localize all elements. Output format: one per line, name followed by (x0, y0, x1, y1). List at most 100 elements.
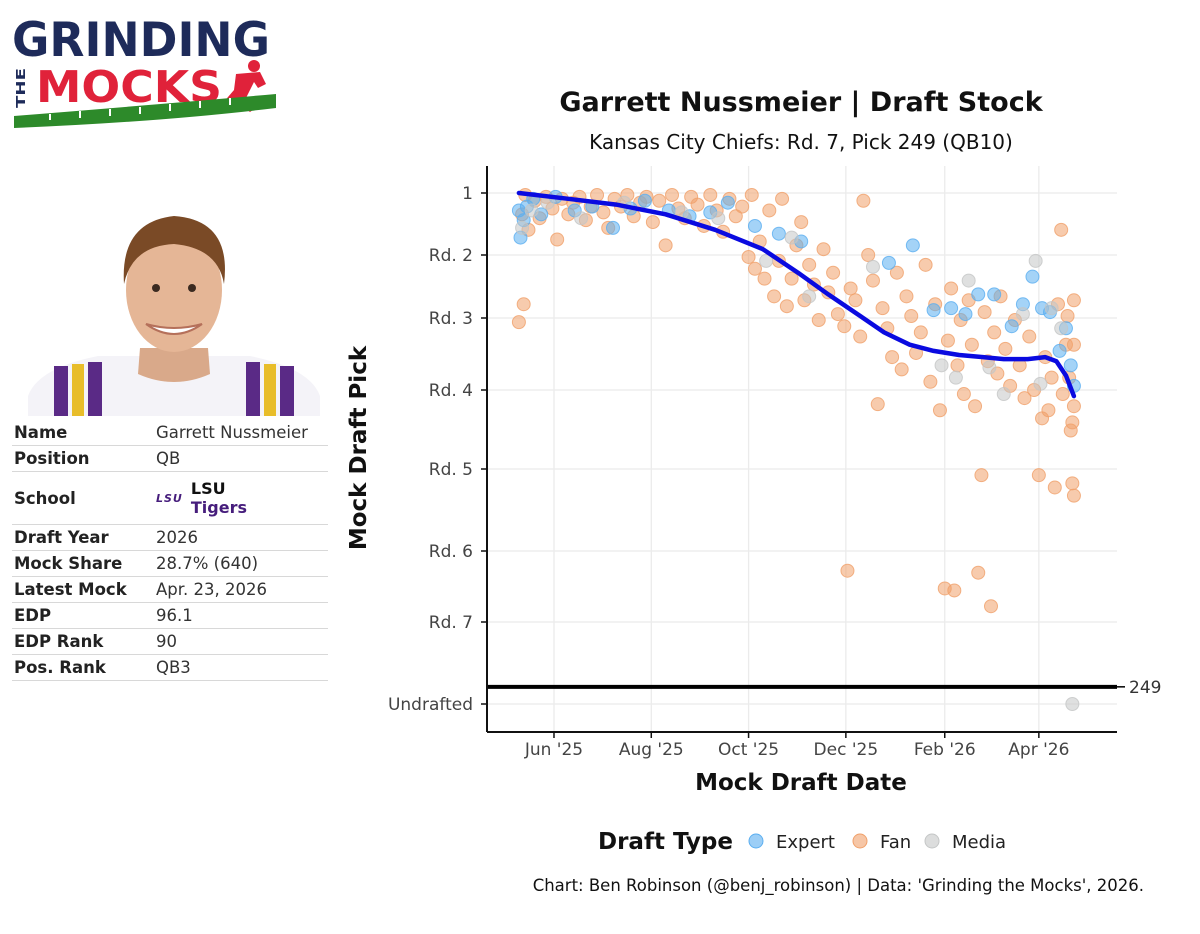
fan-point (596, 205, 611, 220)
legend-label-fan: Fan (880, 832, 911, 853)
legend: Draft Type Expert Fan Media (598, 829, 1006, 855)
fan-point (984, 599, 998, 614)
fan-point (940, 333, 955, 348)
grinding-the-mocks-logo: GRINDING THE MOCKS (12, 13, 276, 128)
media-point (1033, 376, 1048, 391)
fan-point (690, 197, 705, 212)
fan-point (550, 232, 565, 247)
player-info-table: Name Garrett Nussmeier Position QB School LSU… (12, 420, 328, 681)
info-key: EDP Rank (12, 628, 154, 655)
chart-caption: Chart: Ben Robinson (@benj_robinson) | D… (532, 876, 1144, 895)
fan-point (794, 215, 809, 230)
fan-point (837, 319, 852, 334)
fan-point (968, 399, 983, 414)
fan-point (840, 563, 855, 578)
expert-point (771, 226, 786, 241)
fan-point (802, 257, 817, 272)
fan-point (889, 265, 904, 280)
legend-swatch-media (924, 833, 940, 849)
legend-label-media: Media (952, 832, 1006, 853)
legend-swatch-expert (748, 833, 764, 849)
info-value: Garrett Nussmeier (154, 420, 328, 446)
y-tick-labels: 1 Rd. 2 Rd. 3 Rd. 4 Rd. 5 Rd. 6 Rd. 7 Undrafted (388, 184, 487, 715)
media-point (515, 220, 530, 235)
y-tick-label: Rd. 5 (429, 460, 473, 480)
media-point (948, 370, 963, 385)
x-tick-label: Feb '26 (914, 740, 976, 760)
info-value: QB3 (154, 654, 328, 681)
trend-line (516, 190, 1077, 399)
logo-text-the: THE (14, 68, 28, 108)
fan-point (932, 403, 947, 418)
chart-gridlines (487, 166, 1117, 732)
fan-point (757, 271, 772, 286)
media-point (784, 230, 799, 245)
media-point (1054, 321, 1069, 336)
fan-point (870, 397, 885, 412)
media-point (759, 253, 774, 268)
chart-axes (486, 166, 1117, 733)
fan-points (511, 187, 1081, 614)
fan-point (1066, 337, 1081, 352)
player-photo (28, 216, 320, 416)
y-tick-label: Rd. 2 (429, 246, 473, 266)
media-point (1028, 253, 1043, 268)
expert-point (1063, 358, 1078, 373)
info-row: Pos. Rank QB3 (12, 654, 328, 681)
fan-point (1065, 415, 1080, 430)
fan-point (762, 203, 777, 218)
school-logo: LSU LSU Tigers (156, 479, 326, 517)
y-tick-label: 1 (462, 184, 473, 204)
fan-point (998, 341, 1013, 356)
chart-subtitle: Kansas City Chiefs: Rd. 7, Pick 249 (QB1… (589, 130, 1013, 154)
fan-point (1017, 391, 1032, 406)
fan-point (826, 265, 841, 280)
expert-point (606, 220, 620, 235)
fan-point (1044, 370, 1059, 385)
legend-label-expert: Expert (776, 832, 835, 853)
info-row: School LSU LSU Tigers (12, 471, 328, 525)
media-point (1065, 697, 1080, 711)
x-tick-label: Dec '25 (814, 740, 879, 760)
info-key: Name (12, 420, 154, 446)
y-tick-label: Rd. 6 (429, 542, 473, 562)
fan-point (853, 329, 868, 344)
media-point (961, 273, 976, 288)
x-tick-labels: Jun '25 Aug '25 Oct '25 Dec '25 Feb '26 Apr '… (524, 732, 1069, 760)
fan-point (875, 301, 890, 316)
fan-point (658, 238, 673, 253)
school-name-line2: Tigers (190, 498, 247, 517)
fan-point (1066, 293, 1081, 308)
fan-point (645, 215, 660, 230)
info-row: Mock Share 28.7% (640) (12, 550, 328, 577)
fan-point (1066, 399, 1081, 414)
info-row: Draft Year 2026 (12, 524, 328, 551)
fan-point (516, 297, 531, 312)
fan-point (923, 374, 938, 389)
info-value: QB (154, 445, 328, 472)
y-tick-label: Rd. 4 (429, 381, 473, 401)
fan-point (779, 299, 794, 314)
fan-point (775, 191, 790, 206)
info-row: Name Garrett Nussmeier (12, 420, 328, 446)
fan-point (1060, 309, 1075, 324)
reference-line-label: 249 (1129, 678, 1161, 698)
expert-point (1025, 269, 1040, 284)
fan-point (703, 187, 718, 202)
media-point (802, 289, 817, 304)
y-tick-label: Rd. 3 (429, 309, 473, 329)
fan-point (885, 350, 900, 365)
fan-point (848, 293, 863, 308)
fan-point (1055, 387, 1070, 402)
fan-point (652, 193, 667, 208)
fan-point (735, 199, 750, 214)
expert-points (511, 189, 1081, 393)
expert-point (926, 303, 941, 318)
x-axis-label: Mock Draft Date (695, 770, 907, 796)
media-point (934, 358, 949, 373)
fan-point (1065, 476, 1080, 491)
expert-point (971, 287, 986, 302)
x-tick-label: Apr '26 (1008, 740, 1069, 760)
info-key: Position (12, 445, 154, 472)
expert-point (881, 255, 896, 270)
